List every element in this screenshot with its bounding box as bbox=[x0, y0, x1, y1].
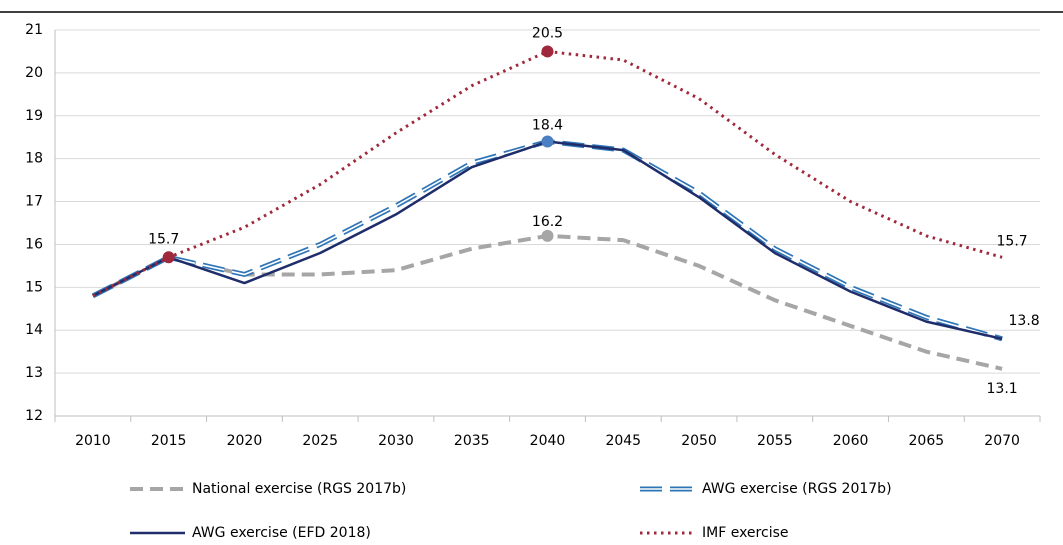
legend-label: IMF exercise bbox=[702, 525, 789, 541]
x-tick-label: 2045 bbox=[605, 433, 641, 449]
data-label: 15.7 bbox=[997, 233, 1028, 249]
series-line bbox=[91, 233, 1003, 371]
data-label: 13.1 bbox=[987, 381, 1018, 397]
x-tick-label: 2055 bbox=[757, 433, 793, 449]
legend-label: National exercise (RGS 2017b) bbox=[192, 481, 406, 497]
x-tick-label: 2030 bbox=[378, 433, 414, 449]
y-tick-label: 15 bbox=[25, 279, 43, 295]
x-tick-label: 2070 bbox=[984, 433, 1020, 449]
y-tick-label: 19 bbox=[25, 108, 43, 124]
x-tick-label: 2065 bbox=[909, 433, 945, 449]
point-marker bbox=[162, 251, 175, 264]
legend-label: AWG exercise (EFD 2018) bbox=[192, 525, 371, 541]
x-tick-label: 2050 bbox=[681, 433, 717, 449]
data-label: 20.5 bbox=[532, 25, 563, 41]
x-tick-label: 2015 bbox=[151, 433, 187, 449]
data-label: 15.7 bbox=[148, 231, 179, 247]
y-tick-label: 14 bbox=[25, 322, 43, 338]
y-tick-label: 13 bbox=[25, 365, 43, 381]
y-tick-label: 20 bbox=[25, 65, 43, 81]
series-line bbox=[92, 49, 1003, 298]
data-label: 16.2 bbox=[532, 214, 563, 230]
y-tick-label: 18 bbox=[25, 151, 43, 167]
y-tick-label: 16 bbox=[25, 236, 43, 252]
x-tick-label: 2010 bbox=[75, 433, 111, 449]
x-tick-label: 2040 bbox=[530, 433, 566, 449]
data-label: 18.4 bbox=[532, 118, 563, 134]
legend-label: AWG exercise (RGS 2017b) bbox=[702, 481, 892, 497]
point-marker bbox=[541, 45, 554, 58]
point-marker bbox=[541, 229, 554, 242]
y-tick-label: 21 bbox=[25, 22, 43, 38]
x-tick-label: 2025 bbox=[302, 433, 338, 449]
data-label: 13.8 bbox=[1009, 313, 1040, 329]
y-tick-label: 12 bbox=[25, 408, 43, 424]
x-tick-label: 2060 bbox=[833, 433, 869, 449]
x-tick-label: 2035 bbox=[454, 433, 490, 449]
x-tick-label: 2020 bbox=[227, 433, 263, 449]
point-marker bbox=[541, 135, 554, 148]
y-tick-label: 17 bbox=[25, 194, 43, 210]
